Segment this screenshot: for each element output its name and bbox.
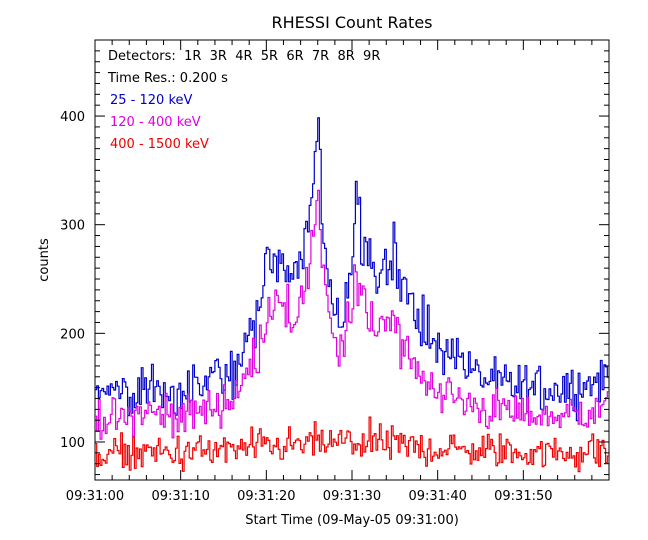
y-axis-label: counts [37, 238, 52, 282]
x-tick-label: 09:31:30 [323, 489, 381, 504]
x-axis: 09:31:00 09:31:10 09:31:20 09:31:30 09:31:40… [66, 40, 593, 504]
legend: 25 - 120 keV 120 - 400 keV 400 - 1500 keV [110, 93, 209, 152]
series-layer [95, 117, 609, 473]
x-tick-label: 09:31:10 [151, 489, 209, 504]
series-line-2 [95, 416, 609, 473]
legend-entry: 25 - 120 keV [110, 93, 193, 108]
detectors-annotation: Detectors: 1R 3R 4R 5R 6R 7R 8R 9R [108, 49, 380, 64]
legend-entry: 400 - 1500 keV [110, 137, 209, 152]
y-tick-label: 300 [60, 219, 85, 234]
time-resolution-annotation: Time Res.: 0.200 s [107, 71, 228, 86]
x-axis-label: Start Time (09-May-05 09:31:00) [245, 513, 459, 528]
y-tick-label: 100 [60, 436, 85, 451]
series-line-1 [95, 189, 609, 440]
x-tick-label: 09:31:20 [237, 489, 295, 504]
y-axis: 100 200 300 400 [60, 39, 609, 476]
x-tick-label: 09:31:00 [66, 489, 124, 504]
y-tick-label: 200 [60, 327, 85, 342]
x-tick-label: 09:31:50 [494, 489, 552, 504]
chart-title: RHESSI Count Rates [272, 13, 433, 32]
series-line-0 [95, 117, 609, 422]
y-tick-label: 400 [60, 110, 85, 125]
legend-entry: 120 - 400 keV [110, 115, 201, 130]
x-tick-label: 09:31:40 [408, 489, 466, 504]
